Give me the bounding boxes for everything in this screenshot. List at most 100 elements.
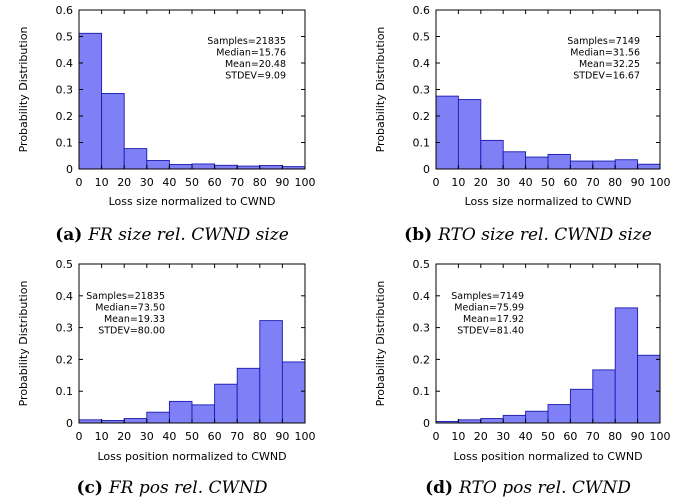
- bar: [592, 369, 616, 424]
- y-tick-label: 0.5: [56, 31, 74, 44]
- chart-panel-b: 0 0.1 0.2 0.3 0.4 0.5 0.6 0 10 20 30 40 50 60 70 80 90 10…: [374, 4, 671, 245]
- stats-annotation: Median=31.56: [570, 48, 640, 59]
- x-tick-label: 40: [519, 430, 533, 443]
- x-tick-label: 90: [631, 176, 645, 189]
- caption-label: (c): [76, 478, 108, 497]
- x-tick-label: 90: [631, 430, 645, 443]
- bar: [236, 367, 261, 424]
- y-tick-label: 0.5: [413, 258, 431, 271]
- x-tick-label: 70: [586, 430, 600, 443]
- x-tick-label: 100: [650, 430, 671, 443]
- y-tick-label: 0.2: [56, 353, 74, 366]
- bar: [259, 165, 283, 170]
- x-tick-label: 20: [474, 430, 488, 443]
- y-tick-label: 0.1: [413, 385, 431, 398]
- x-tick-label: 80: [608, 176, 622, 189]
- stats-annotation: STDEV=9.09: [225, 71, 286, 82]
- x-tick-label: 50: [185, 430, 199, 443]
- x-tick-label: 0: [76, 430, 83, 443]
- bar: [259, 320, 283, 424]
- x-tick-label: 0: [433, 176, 440, 189]
- x-tick-label: 100: [650, 176, 671, 189]
- bar: [480, 139, 504, 170]
- bar: [480, 418, 504, 424]
- y-tick-label: 0.6: [56, 4, 74, 17]
- x-tick-label: 100: [295, 430, 316, 443]
- bar: [592, 160, 616, 170]
- stats-annotation: Samples=7149: [567, 36, 640, 47]
- bar: [101, 93, 125, 170]
- bar: [502, 414, 527, 424]
- y-tick-label: 0.2: [413, 110, 431, 123]
- caption-title: RTO size rel. CWND size: [437, 225, 652, 245]
- stats-annotation: STDEV=16.67: [573, 71, 640, 82]
- x-axis-label: Loss position normalized to CWND: [97, 450, 286, 463]
- x-tick-label: 20: [117, 430, 131, 443]
- subfigure-caption: (c) FR pos rel. CWND: [76, 478, 267, 497]
- stats-annotation: STDEV=80.00: [98, 326, 165, 337]
- bar: [214, 164, 238, 170]
- x-tick-label: 60: [208, 176, 222, 189]
- x-tick-label: 30: [496, 430, 510, 443]
- subfigure-caption: (b) RTO size rel. CWND size: [404, 225, 652, 245]
- bar: [547, 404, 571, 424]
- bar: [637, 163, 661, 170]
- x-tick-label: 40: [519, 176, 533, 189]
- x-tick-label: 100: [295, 176, 316, 189]
- stats-annotation: Samples=7149: [451, 291, 524, 302]
- x-axis-label: Loss size normalized to CWND: [109, 195, 276, 208]
- stats-annotation: Median=15.76: [216, 48, 286, 59]
- bar: [569, 388, 594, 424]
- x-tick-label: 60: [563, 430, 577, 443]
- subfigure-caption: (a) FR size rel. CWND size: [55, 225, 289, 245]
- stats-annotation: Mean=17.92: [463, 314, 524, 325]
- y-tick-label: 0.4: [413, 290, 431, 303]
- bar: [191, 163, 216, 170]
- bar: [547, 153, 571, 170]
- bar: [146, 411, 170, 424]
- stats-annotation: Samples=21835: [86, 291, 165, 302]
- x-tick-label: 30: [140, 176, 154, 189]
- x-tick-label: 0: [433, 430, 440, 443]
- caption-title: RTO pos rel. CWND: [458, 478, 631, 497]
- x-tick-label: 20: [474, 176, 488, 189]
- bar: [435, 95, 459, 170]
- stats-annotation: Median=75.99: [454, 303, 524, 314]
- x-tick-label: 60: [563, 176, 577, 189]
- y-tick-label: 0: [66, 163, 73, 176]
- stats-annotation: STDEV=81.40: [457, 326, 524, 337]
- y-tick-label: 0.5: [56, 258, 74, 271]
- bar: [525, 156, 549, 170]
- x-tick-label: 20: [117, 176, 131, 189]
- y-axis-label: Probability Distribution: [374, 27, 387, 153]
- chart-panel-c: 0 0.1 0.2 0.3 0.4 0.5 0 10 20 30 40 50 60 70 80 90 100 Lo…: [17, 258, 316, 497]
- x-tick-label: 80: [253, 176, 267, 189]
- bar: [78, 32, 103, 170]
- y-tick-label: 0.3: [413, 84, 431, 97]
- y-tick-label: 0: [423, 163, 430, 176]
- y-axis-label: Probability Distribution: [17, 281, 30, 407]
- x-tick-label: 10: [95, 176, 109, 189]
- x-tick-label: 10: [95, 430, 109, 443]
- x-tick-label: 50: [541, 176, 555, 189]
- x-axis-label: Loss size normalized to CWND: [465, 195, 632, 208]
- y-axis-label: Probability Distribution: [374, 281, 387, 407]
- x-tick-label: 50: [541, 430, 555, 443]
- y-tick-label: 0.3: [56, 322, 74, 335]
- bar: [569, 160, 594, 170]
- subfigure-caption: (d) RTO pos rel. CWND: [425, 478, 631, 497]
- stats-annotation: Median=73.50: [95, 303, 165, 314]
- x-tick-label: 70: [230, 176, 244, 189]
- caption-title: FR pos rel. CWND: [108, 478, 268, 497]
- stats-annotation: Mean=20.48: [225, 59, 286, 70]
- bar: [637, 354, 661, 424]
- bar: [614, 159, 639, 170]
- x-tick-label: 0: [76, 176, 83, 189]
- caption-label: (b): [404, 225, 438, 245]
- stats-annotation: Mean=19.33: [104, 314, 165, 325]
- y-tick-label: 0.1: [56, 137, 74, 150]
- stats-annotation: Mean=32.25: [579, 59, 640, 70]
- y-axis-label: Probability Distribution: [17, 27, 30, 153]
- bar: [614, 307, 639, 424]
- bar: [502, 151, 527, 170]
